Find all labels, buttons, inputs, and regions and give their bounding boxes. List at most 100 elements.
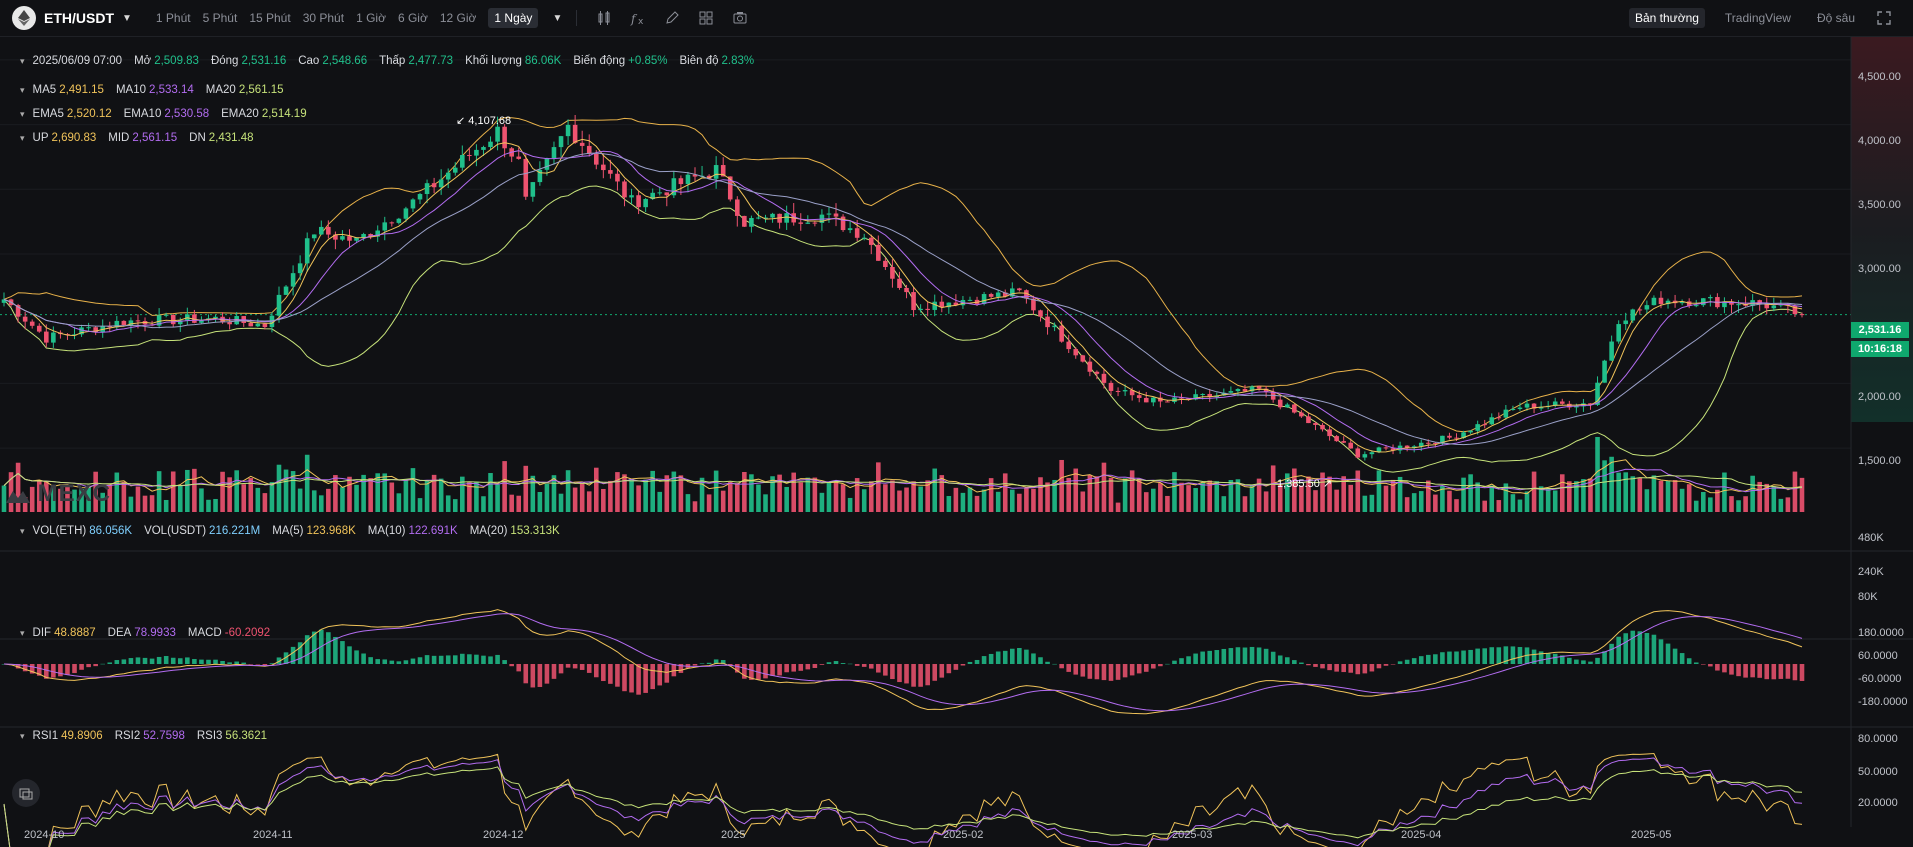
volume-bar <box>1277 484 1283 512</box>
boll-lower-line <box>3 185 1803 473</box>
interval-30m[interactable]: 30 Phút <box>302 11 345 25</box>
macd-hist-bar <box>551 664 557 679</box>
candle-body <box>1348 442 1354 449</box>
macd-hist-bar <box>925 664 930 686</box>
macd-hist-bar <box>749 664 754 680</box>
candle-body <box>213 316 218 319</box>
price-chart[interactable] <box>0 37 1913 847</box>
candle-body <box>650 192 655 200</box>
candle-type-icon[interactable] <box>595 9 613 27</box>
candle-body <box>643 199 648 208</box>
trading-pair-title[interactable]: ETH/USDT <box>44 10 114 26</box>
volume-bar <box>438 478 444 512</box>
candle-body <box>1496 417 1502 419</box>
macd-hist-bar <box>1771 664 1777 680</box>
macd-hist-bar <box>812 664 818 668</box>
candle-body <box>1651 297 1657 306</box>
macd-hist-bar <box>1094 664 1100 680</box>
volume-bar <box>276 464 282 512</box>
volume-bar <box>1729 496 1734 512</box>
layout-grid-icon[interactable] <box>697 9 715 27</box>
macd-hist-bar <box>523 664 529 684</box>
collapse-chevron-icon[interactable]: ▾ <box>20 525 25 536</box>
macd-hist-bar <box>1214 650 1220 664</box>
collapse-chevron-icon[interactable]: ▾ <box>20 132 25 143</box>
collapse-chevron-icon[interactable]: ▾ <box>20 55 25 66</box>
volume-bar <box>699 477 705 512</box>
interval-1d[interactable]: 1 Ngày <box>488 8 539 28</box>
volume-bar <box>988 478 994 512</box>
collapse-chevron-icon[interactable]: ▾ <box>20 108 25 119</box>
macd-hist-bar <box>1736 664 1741 677</box>
view-depth[interactable]: Độ sâu <box>1816 11 1855 25</box>
volume-bar <box>1390 479 1396 512</box>
volume-bar <box>833 480 839 512</box>
volume-bar <box>685 494 691 512</box>
candle-body <box>840 216 846 231</box>
candle-body <box>1602 360 1607 383</box>
fullscreen-icon[interactable] <box>1875 9 1893 27</box>
interval-5m[interactable]: 5 Phút <box>202 11 238 25</box>
macd-hist-bar <box>1235 647 1241 664</box>
macd-hist-bar <box>502 660 507 664</box>
volume-bar <box>354 484 359 512</box>
macd-hist-bar <box>558 664 564 674</box>
interval-dropdown-icon[interactable]: ▼ <box>552 12 563 24</box>
interval-12h[interactable]: 12 Giờ <box>439 11 477 25</box>
macd-hist-bar <box>488 656 493 664</box>
macd-hist-bar <box>974 659 980 664</box>
macd-hist-bar <box>1158 664 1163 667</box>
interval-1m[interactable]: 1 Phút <box>155 11 191 25</box>
candle-body <box>1489 417 1495 425</box>
volume-bar <box>1284 473 1290 512</box>
view-tradingview[interactable]: TradingView <box>1724 11 1791 25</box>
volume-bar <box>1404 497 1410 512</box>
macd-hist-bar <box>1221 648 1227 664</box>
candle-body <box>1087 361 1093 372</box>
chart-settings-icon[interactable] <box>12 779 40 807</box>
interval-15m[interactable]: 15 Phút <box>249 11 291 25</box>
volume-bar <box>107 484 113 512</box>
macd-hist-bar <box>643 664 648 693</box>
candle-body <box>1017 288 1022 291</box>
view-basic[interactable]: Bản thường <box>1628 8 1705 28</box>
collapse-chevron-icon[interactable]: ▾ <box>20 84 25 95</box>
macd-hist-bar <box>854 664 860 666</box>
volume-bar <box>156 471 162 512</box>
candle-body <box>1567 403 1572 408</box>
collapse-chevron-icon[interactable]: ▾ <box>20 730 25 741</box>
date-tick: 2025-02 <box>943 829 984 841</box>
macd-hist-bar <box>1362 664 1368 674</box>
interval-6h[interactable]: 6 Giờ <box>397 11 428 25</box>
macd-hist-bar <box>1482 648 1487 664</box>
volume-bar <box>918 486 923 512</box>
candle-body <box>1108 382 1114 391</box>
candle-body <box>622 181 627 198</box>
volume-bar <box>1700 492 1706 512</box>
candle-body <box>1299 412 1304 417</box>
macd-hist-bar <box>1165 663 1170 665</box>
candle-body <box>756 217 761 219</box>
macd-hist-bar <box>544 664 550 684</box>
camera-icon[interactable] <box>731 9 749 27</box>
volume-bar <box>1757 481 1762 512</box>
volume-bar <box>1538 486 1544 512</box>
draw-pencil-icon[interactable] <box>663 9 681 27</box>
candle-body <box>1277 399 1283 408</box>
candle-body <box>319 226 324 235</box>
volume-bar <box>1214 481 1220 512</box>
candle-body <box>784 213 789 223</box>
volume-bar <box>1080 491 1086 512</box>
volume-bar <box>1785 497 1791 512</box>
volume-bar <box>255 487 261 512</box>
candle-body <box>156 315 162 326</box>
volume-bar <box>1115 502 1121 512</box>
macd-hist-bar <box>742 664 747 679</box>
collapse-chevron-icon[interactable]: ▾ <box>20 627 25 638</box>
candle-body <box>51 332 56 343</box>
interval-1h[interactable]: 1 Giờ <box>356 11 386 25</box>
candle-body <box>1101 373 1107 383</box>
pair-dropdown-icon[interactable]: ▼ <box>122 12 132 24</box>
macd-hist-bar <box>44 664 49 679</box>
